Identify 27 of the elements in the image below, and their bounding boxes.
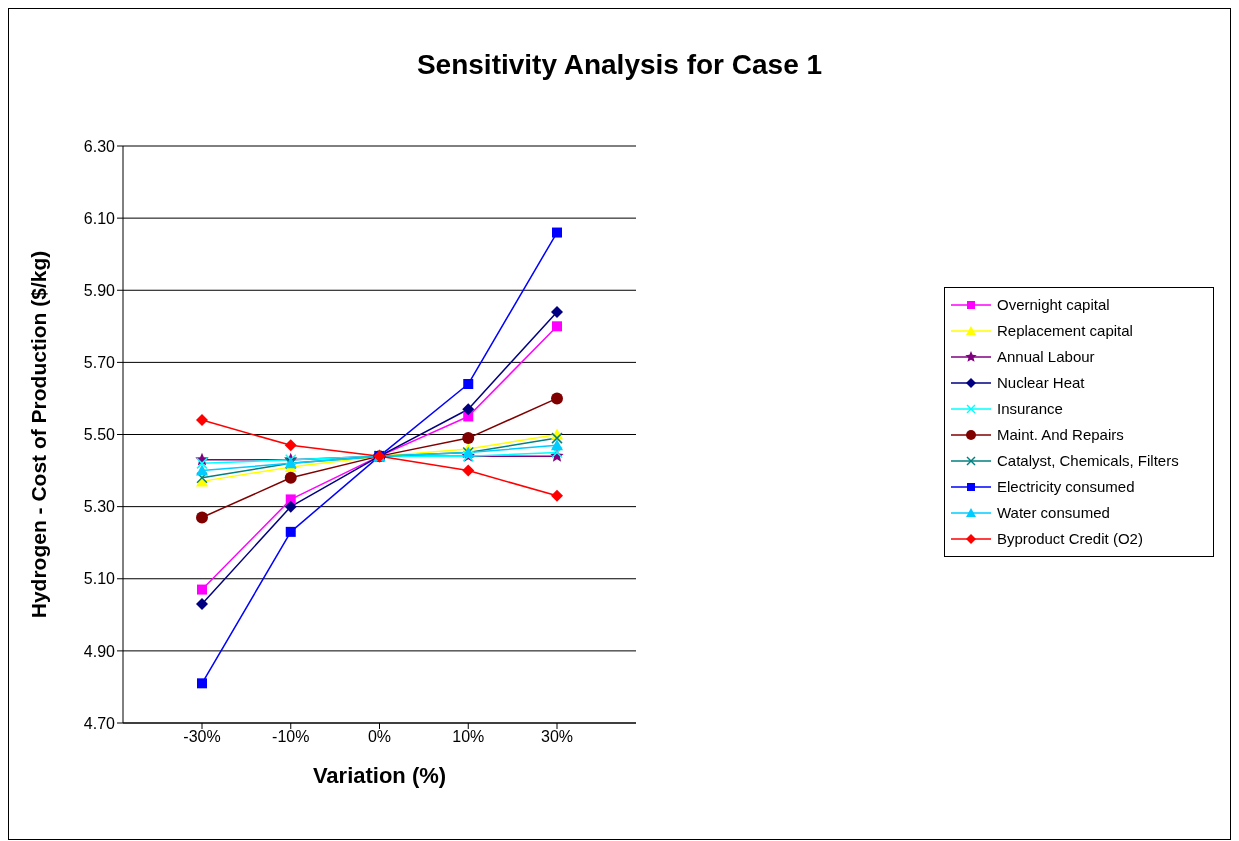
y-tick-label: 5.70 <box>83 354 116 372</box>
y-axis-title: Hydrogen - Cost of Production ($/kg) <box>27 250 51 619</box>
chart-title: Sensitivity Analysis for Case 1 <box>415 49 824 81</box>
x-tick-label: 0% <box>367 728 392 746</box>
legend-label: Water consumed <box>997 504 1110 521</box>
x-tick-label: 10% <box>452 728 485 746</box>
y-tick-label: 4.90 <box>83 642 116 660</box>
y-tick-label: 6.30 <box>83 137 116 155</box>
legend-label: Nuclear Heat <box>997 374 1085 391</box>
legend-label: Overnight capital <box>997 296 1110 313</box>
y-tick-label: 4.70 <box>83 714 116 732</box>
legend-label: Insurance <box>997 400 1063 417</box>
legend-label: Byproduct Credit (O2) <box>997 530 1143 547</box>
legend-label: Electricity consumed <box>997 478 1135 495</box>
x-tick-label: -10% <box>272 728 310 746</box>
legend-label: Annual Labour <box>997 348 1095 365</box>
legend-label: Replacement capital <box>997 322 1133 339</box>
y-tick-label: 5.10 <box>83 570 116 588</box>
x-tick-label: -30% <box>183 728 221 746</box>
x-axis-title: Variation (%) <box>312 763 447 788</box>
y-tick-label: 5.50 <box>83 426 116 444</box>
y-tick-label: 5.30 <box>83 498 116 516</box>
legend-label: Maint. And Repairs <box>997 426 1124 443</box>
x-tick-label: 30% <box>540 728 574 746</box>
legend-label: Catalyst, Chemicals, Filters <box>997 452 1179 469</box>
y-tick-label: 5.90 <box>83 281 116 299</box>
y-tick-label: 6.10 <box>83 209 116 227</box>
